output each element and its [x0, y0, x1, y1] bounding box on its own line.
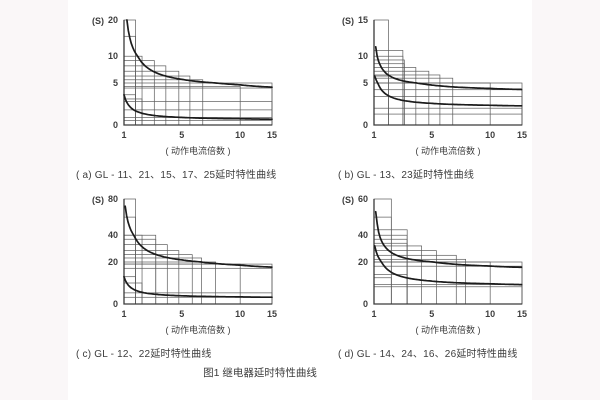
- svg-text:0: 0: [363, 120, 368, 130]
- lower-limit-curve: [373, 245, 523, 286]
- axes: [373, 199, 522, 305]
- svg-text:10: 10: [485, 309, 495, 319]
- delay-curves: [373, 210, 523, 286]
- svg-text:20: 20: [358, 257, 368, 267]
- svg-text:15: 15: [517, 309, 527, 319]
- figure-caption: 图1 继电器延时特性曲线: [203, 367, 317, 379]
- x-axis-label: ( 动作电流倍数 ): [416, 145, 481, 156]
- y-axis-unit-label: (S): [92, 16, 104, 26]
- lower-limit-curve: [373, 75, 523, 107]
- svg-text:15: 15: [267, 309, 277, 319]
- axes: [123, 199, 272, 305]
- svg-text:60: 60: [358, 194, 368, 204]
- svg-text:1: 1: [121, 130, 126, 140]
- svg-text:40: 40: [108, 230, 118, 240]
- svg-text:5: 5: [429, 130, 434, 140]
- svg-text:1: 1: [371, 130, 376, 140]
- svg-text:0: 0: [113, 120, 118, 130]
- chart-b-caption: ( b) GL - 13、23延时特性曲线: [338, 170, 475, 181]
- svg-text:1: 1: [121, 309, 126, 319]
- y-axis-unit-label: (S): [92, 195, 104, 205]
- svg-text:15: 15: [517, 130, 527, 140]
- svg-text:5: 5: [429, 309, 434, 319]
- svg-text:15: 15: [267, 130, 277, 140]
- step-grid: [123, 19, 273, 126]
- svg-text:10: 10: [235, 309, 245, 319]
- svg-text:1: 1: [371, 309, 376, 319]
- step-grid: [123, 198, 273, 305]
- svg-text:5: 5: [179, 309, 184, 319]
- svg-text:40: 40: [358, 230, 368, 240]
- svg-text:15: 15: [358, 15, 368, 25]
- x-axis-label: ( 动作电流倍数 ): [166, 324, 231, 335]
- chart-a-caption: ( a) GL - 11、21、15、17、25延时特性曲线: [76, 170, 277, 181]
- svg-text:0: 0: [363, 299, 368, 309]
- step-grid: [373, 19, 523, 126]
- svg-text:10: 10: [358, 51, 368, 61]
- svg-text:10: 10: [485, 130, 495, 140]
- svg-text:5: 5: [113, 78, 118, 88]
- chart-d: 0 20 40 60 1 5 10 15 (S)( 动作电流倍数 ) ( d) GL - 14、…: [318, 189, 550, 360]
- chart-c: 0 20 40 80 1 5 10 15 (S)( 动作电流倍数 ) ( c) GL - 12、…: [68, 189, 300, 360]
- lower-limit-curve: [123, 93, 273, 121]
- charts-grid: 0 5 10 20 1 5 10 15 (S)( 动作电流倍数 ) ( a) GL - 11、2…: [68, 10, 532, 360]
- axes: [373, 20, 522, 126]
- upper-limit-curve: [374, 45, 523, 91]
- delay-curves: [123, 19, 273, 121]
- chart-a: 0 5 10 20 1 5 10 15 (S)( 动作电流倍数 ) ( a) GL - 11、2…: [68, 10, 300, 181]
- lower-limit-curve: [123, 275, 273, 299]
- upper-limit-curve: [126, 19, 273, 89]
- svg-text:20: 20: [108, 257, 118, 267]
- svg-text:20: 20: [108, 15, 118, 25]
- svg-text:80: 80: [108, 194, 118, 204]
- svg-text:5: 5: [179, 130, 184, 140]
- step-grid: [373, 198, 523, 305]
- svg-text:10: 10: [108, 51, 118, 61]
- y-axis-unit-label: (S): [342, 16, 354, 26]
- upper-limit-curve: [124, 205, 273, 268]
- upper-limit-curve: [374, 210, 523, 269]
- document-panel: 0 5 10 20 1 5 10 15 (S)( 动作电流倍数 ) ( a) GL - 11、2…: [68, 0, 532, 400]
- delay-curves: [123, 205, 273, 299]
- svg-text:10: 10: [235, 130, 245, 140]
- chart-d-caption: ( d) GL - 14、24、16、26延时特性曲线: [338, 349, 518, 360]
- x-axis-label: ( 动作电流倍数 ): [416, 324, 481, 335]
- chart-b: 0 5 10 15 1 5 10 15 (S)( 动作电流倍数 ) ( b) GL - 13、2…: [318, 10, 550, 181]
- delay-curves: [373, 45, 523, 107]
- x-axis-label: ( 动作电流倍数 ): [166, 145, 231, 156]
- chart-c-caption: ( c) GL - 12、22延时特性曲线: [76, 349, 212, 360]
- svg-text:5: 5: [363, 78, 368, 88]
- y-axis-unit-label: (S): [342, 195, 354, 205]
- svg-text:0: 0: [113, 299, 118, 309]
- axes: [123, 20, 272, 126]
